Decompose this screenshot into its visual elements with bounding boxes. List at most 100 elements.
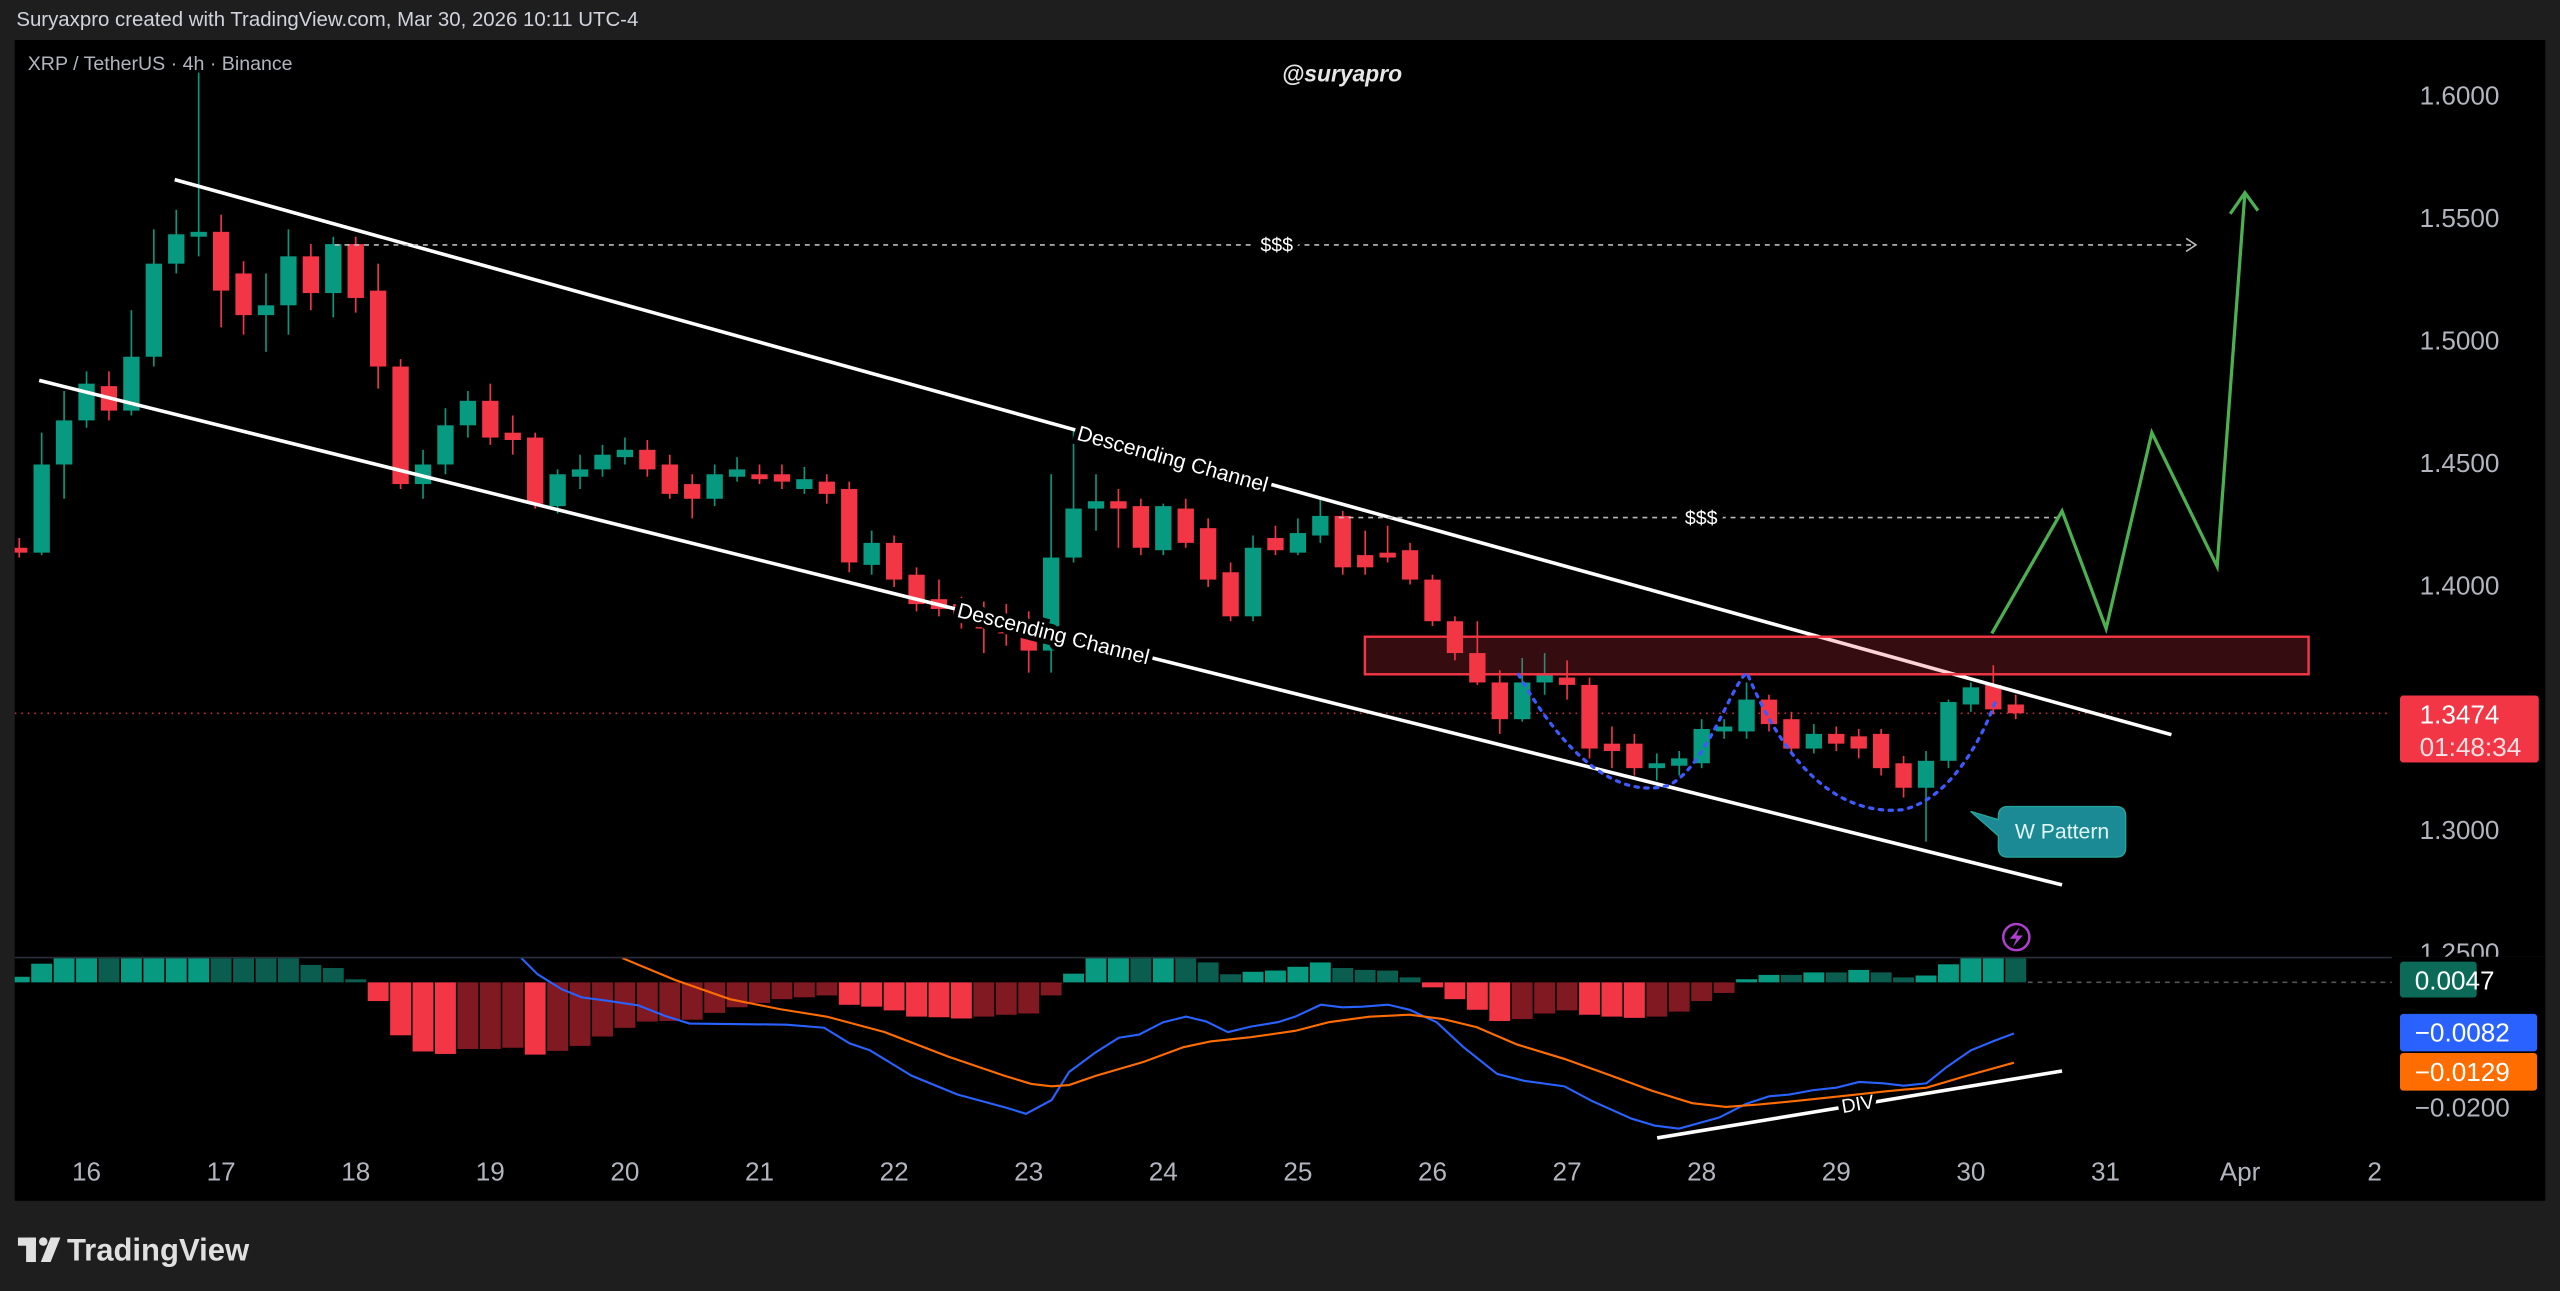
candle[interactable]: [1648, 753, 1665, 781]
candle[interactable]: [863, 530, 880, 575]
candle[interactable]: [1805, 724, 1823, 754]
candle-body: [257, 305, 275, 316]
candle[interactable]: [1491, 670, 1508, 734]
candle[interactable]: [728, 457, 746, 482]
candle[interactable]: [1289, 518, 1307, 556]
candle[interactable]: [257, 273, 275, 352]
lower-channel-line[interactable]: [38, 378, 2063, 887]
candle[interactable]: [1334, 511, 1351, 575]
lightning-icon[interactable]: [2002, 922, 2031, 952]
candle[interactable]: [1177, 498, 1194, 548]
candle[interactable]: [751, 464, 768, 485]
candle[interactable]: [33, 432, 50, 556]
candle[interactable]: [1199, 518, 1217, 587]
candle[interactable]: [684, 474, 701, 519]
candle[interactable]: [1110, 488, 1127, 548]
resistance-zone[interactable]: [1363, 635, 2310, 676]
candle[interactable]: [1020, 611, 1037, 673]
candle[interactable]: [1626, 733, 1643, 776]
candle[interactable]: [123, 310, 140, 416]
candle[interactable]: [504, 415, 521, 455]
candle[interactable]: [55, 391, 73, 499]
candle-body: [1536, 675, 1553, 683]
histogram-bar: [1197, 962, 1219, 983]
divergence-line[interactable]: [1656, 1069, 2063, 1140]
candle[interactable]: [1132, 498, 1150, 556]
candle[interactable]: [1828, 726, 1845, 752]
candle[interactable]: [706, 464, 723, 507]
candle[interactable]: [1401, 542, 1419, 585]
w-pattern-callout[interactable]: W Pattern: [1970, 805, 2127, 858]
candle[interactable]: [549, 469, 566, 514]
candle[interactable]: [1042, 474, 1060, 673]
candle[interactable]: [190, 72, 207, 257]
candle[interactable]: [1671, 751, 1688, 776]
candle[interactable]: [1267, 525, 1284, 556]
candle[interactable]: [773, 464, 791, 489]
candle[interactable]: [571, 454, 589, 489]
candle[interactable]: [818, 474, 835, 504]
candle-body: [1872, 733, 1890, 769]
candle[interactable]: [1850, 728, 1867, 759]
candle[interactable]: [1940, 699, 1957, 769]
candle[interactable]: [1693, 719, 1710, 769]
candle[interactable]: [482, 383, 499, 445]
candle[interactable]: [325, 236, 342, 318]
candle[interactable]: [212, 214, 230, 328]
candle[interactable]: [145, 229, 162, 367]
candle[interactable]: [302, 244, 320, 311]
symbol-legend[interactable]: XRP / TetherUS · 4h · Binance: [28, 53, 293, 75]
candle[interactable]: [1715, 719, 1733, 739]
candle[interactable]: [1357, 530, 1374, 575]
candle[interactable]: [1244, 535, 1262, 622]
candle[interactable]: [1222, 562, 1239, 622]
macd-line[interactable]: [520, 958, 2015, 1130]
candle[interactable]: [1558, 660, 1576, 700]
candle[interactable]: [639, 439, 656, 477]
candle[interactable]: [1760, 694, 1778, 732]
candle[interactable]: [841, 481, 858, 573]
candle[interactable]: [1962, 682, 1980, 712]
candle[interactable]: [1581, 677, 1598, 759]
candle[interactable]: [1783, 711, 1800, 754]
candle[interactable]: [1514, 657, 1531, 722]
projection-path[interactable]: [1990, 192, 2247, 635]
candle[interactable]: [1917, 751, 1935, 842]
candle[interactable]: [235, 261, 252, 335]
candle[interactable]: [1895, 755, 1912, 798]
candle[interactable]: [437, 408, 454, 475]
time-tick: 28: [1687, 1156, 1716, 1186]
candle[interactable]: [1738, 682, 1755, 739]
candle[interactable]: [1155, 503, 1172, 556]
w-pattern-curve[interactable]: [1516, 670, 1997, 812]
candle[interactable]: [1087, 474, 1105, 531]
candle[interactable]: [2007, 694, 2024, 720]
candle[interactable]: [347, 236, 364, 313]
candle[interactable]: [11, 537, 28, 558]
macd-pane[interactable]: [9, 939, 2392, 1130]
candle[interactable]: [168, 209, 185, 274]
footer-logo[interactable]: TradingView: [17, 1232, 250, 1267]
upper-channel-line[interactable]: [174, 177, 2172, 737]
candle[interactable]: [459, 391, 477, 438]
candle[interactable]: [616, 437, 634, 465]
candle[interactable]: [527, 432, 544, 509]
time-tick: 30: [1956, 1156, 1985, 1186]
candle[interactable]: [1603, 726, 1621, 769]
candle[interactable]: [1312, 498, 1329, 543]
signal-line[interactable]: [621, 958, 2015, 1109]
candle[interactable]: [1065, 427, 1082, 563]
candle[interactable]: [369, 263, 387, 389]
candle[interactable]: [796, 466, 813, 494]
candle[interactable]: [280, 229, 297, 335]
candle[interactable]: [1379, 525, 1396, 563]
candle[interactable]: [885, 535, 903, 587]
candle[interactable]: [594, 444, 611, 477]
candle[interactable]: [392, 359, 409, 489]
histogram-bar: [1713, 982, 1735, 993]
candle[interactable]: [661, 454, 678, 499]
candle[interactable]: [1424, 574, 1441, 627]
candle[interactable]: [1872, 728, 1890, 776]
